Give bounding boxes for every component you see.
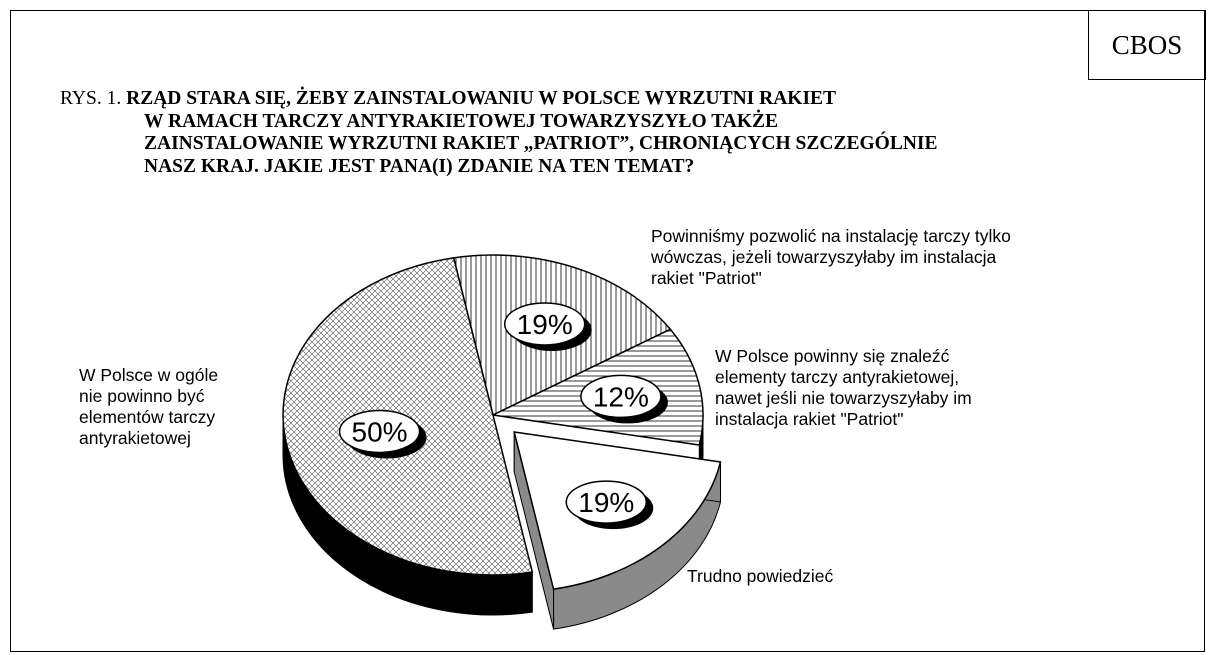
label-elements-line-1: W Polsce powinny się znaleźć [715, 346, 950, 366]
badge-oval-none [338, 409, 421, 454]
brand-box: CBOS [1088, 10, 1206, 80]
label-elements-line-2: elementy tarczy antyrakietowej, [715, 367, 960, 387]
label-none-line-1: W Polsce w ogóle [79, 365, 219, 385]
label-patriot-line-1: Powinniśmy pozwolić na instalację tarczy… [651, 226, 1011, 246]
pie-value-labels: 19% 12% 19% 50% [338, 302, 668, 530]
badge-hard: 19% [565, 480, 654, 530]
badge-none: 50% [338, 409, 427, 459]
badge-patriot: 19% [503, 302, 592, 351]
brand-label: CBOS [1111, 29, 1183, 60]
value-label-none: 50% [352, 416, 408, 447]
label-elements-line-4: instalacja rakiet "Patriot" [715, 409, 904, 429]
chart-title: RYS. 1. RZĄD STARA SIĘ, ŻEBY ZAINSTALOWA… [60, 88, 1100, 178]
badge-oval-elements [580, 374, 662, 419]
figure-frame [10, 10, 1205, 652]
label-hard: Trudno powiedzieć [687, 566, 833, 587]
value-label-patriot: 19% [517, 309, 573, 340]
label-patriot: Powinniśmy pozwolić na instalację tarczy… [651, 226, 1011, 289]
label-none-line-3: elementów tarczy [79, 407, 216, 427]
label-elements-line-3: nawet jeśli nie towarzyszyłaby im [715, 388, 972, 408]
value-label-hard: 19% [578, 487, 634, 518]
title-line-1: RZĄD STARA SIĘ, ŻEBY ZAINSTALOWANIU W PO… [126, 88, 837, 109]
badge-oval-hard [565, 480, 648, 524]
label-elements: W Polsce powinny się znaleźć elementy ta… [715, 346, 972, 430]
label-none: W Polsce w ogóle nie powinno być element… [79, 365, 218, 449]
label-hard-line-1: Trudno powiedzieć [687, 566, 834, 586]
value-label-elements: 12% [593, 381, 649, 412]
badge-elements: 12% [580, 374, 668, 424]
label-patriot-line-3: rakiet "Patriot" [651, 268, 762, 288]
title-line-2: W RAMACH TARCZY ANTYRAKIETOWEJ TOWARZYSZ… [144, 110, 779, 132]
figure-number: RYS. 1. [60, 88, 127, 109]
title-line-3: ZAINSTALOWANIE WYRZUTNI RAKIET „PATRIOT”… [144, 133, 938, 154]
label-patriot-line-2: wówczas, jeżeli towarzyszyłaby im instal… [651, 247, 997, 267]
title-line-4: NASZ KRAJ. JAKIE JEST PANA(I) ZDANIE NA … [144, 155, 695, 177]
label-none-line-2: nie powinno być [79, 386, 205, 406]
badge-oval-patriot [503, 302, 586, 346]
label-none-line-4: antyrakietowej [79, 428, 191, 448]
